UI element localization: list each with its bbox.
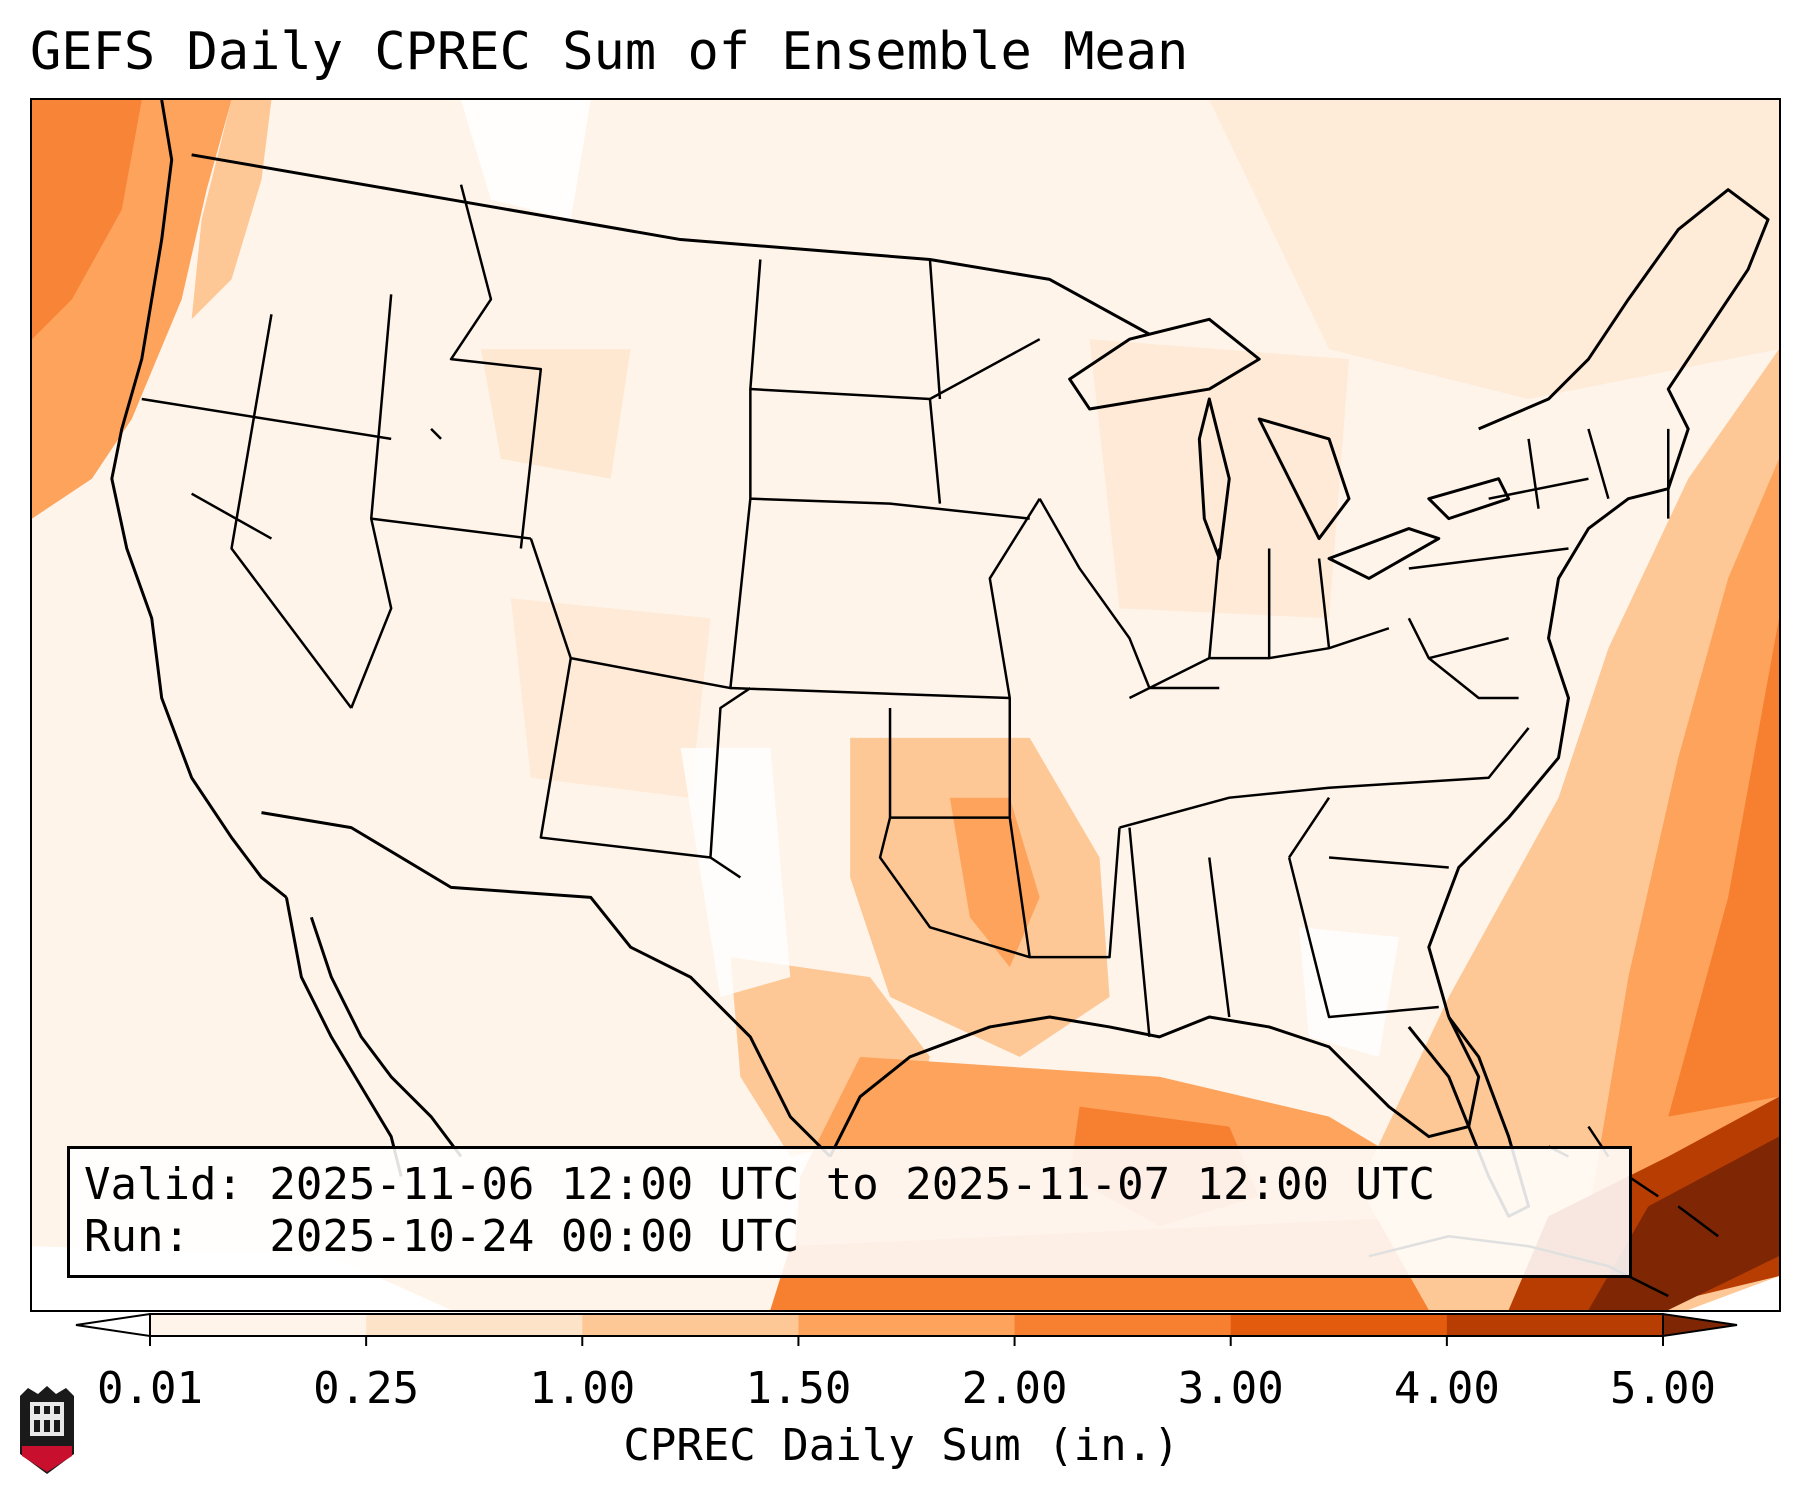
colorbar-ticks xyxy=(149,1336,1664,1346)
map-canvas xyxy=(32,100,1779,1310)
colorbar-label: CPREC Daily Sum (in.) xyxy=(623,1420,1180,1471)
run-time: Run: 2025-10-24 00:00 UTC xyxy=(84,1211,800,1262)
colorbar-tick-label: 3.00 xyxy=(1177,1363,1284,1414)
lake-huron xyxy=(1257,417,1351,541)
colorbar-tick-label: 1.50 xyxy=(745,1363,852,1414)
colorbar-tick-label: 0.01 xyxy=(97,1363,203,1414)
page-title: GEFS Daily CPREC Sum of Ensemble Mean xyxy=(30,22,1189,82)
colorbar-segment xyxy=(366,1314,583,1336)
colorbar-segment xyxy=(150,1314,367,1336)
lake-michigan xyxy=(1197,397,1231,560)
coastline-gulf-california xyxy=(309,916,463,1158)
precip-pacific-nw-core xyxy=(32,100,142,340)
colorbar-segment xyxy=(1014,1314,1232,1336)
coastline-gulf xyxy=(828,1015,1481,1158)
precip-nw-halo xyxy=(191,100,272,320)
noprecip-texas xyxy=(680,747,791,998)
lake-erie xyxy=(1327,527,1441,580)
precip-great-lakes xyxy=(1089,339,1349,619)
coastline-pacific xyxy=(110,100,288,899)
coastline-atlantic xyxy=(1427,188,1770,1018)
precip-atlantic-core xyxy=(1668,618,1779,1117)
precip-arkansas xyxy=(949,797,1040,968)
colorbar-outline xyxy=(149,1313,1664,1337)
lake-superior xyxy=(1068,317,1261,411)
map-corner xyxy=(1688,1276,1779,1310)
colorbar-segment xyxy=(1230,1314,1448,1336)
precip-rockies xyxy=(480,349,631,479)
colorbar-tick-label: 5.00 xyxy=(1610,1363,1716,1414)
lake-ontario xyxy=(1427,477,1511,521)
noprecip-georgia xyxy=(1299,927,1399,1057)
precip-caribbean-core xyxy=(1588,1136,1779,1310)
colorbar-segment xyxy=(798,1314,1016,1336)
colorbar-tick-label: 1.00 xyxy=(529,1363,636,1414)
colorbar-segment xyxy=(1446,1314,1664,1336)
colorbar-tick-label: 0.25 xyxy=(313,1363,420,1414)
border-us-canada xyxy=(191,153,1151,336)
colorbar-segment xyxy=(582,1314,799,1336)
coastline-baja xyxy=(284,897,403,1177)
colorbar-over-arrow xyxy=(1662,1312,1738,1338)
noprecip-montana xyxy=(461,100,591,220)
colorbar-segments xyxy=(75,1312,1738,1338)
niu-logo xyxy=(20,1386,74,1474)
state-borders xyxy=(141,184,1670,1038)
colorbar-tick-label: 4.00 xyxy=(1393,1363,1500,1414)
colorbar-tick-label: 2.00 xyxy=(961,1363,1068,1414)
precip-canada xyxy=(1209,100,1779,400)
precip-colorado xyxy=(510,598,711,798)
boundaries xyxy=(110,100,1770,1298)
colorbar xyxy=(75,1312,1738,1346)
precip-map xyxy=(30,98,1781,1312)
run-info-box: Valid: 2025-11-06 12:00 UTC to 2025-11-0… xyxy=(67,1146,1632,1278)
colorbar-under-arrow xyxy=(75,1312,151,1338)
valid-time: Valid: 2025-11-06 12:00 UTC to 2025-11-0… xyxy=(84,1159,1436,1210)
border-us-mexico xyxy=(261,811,832,1158)
